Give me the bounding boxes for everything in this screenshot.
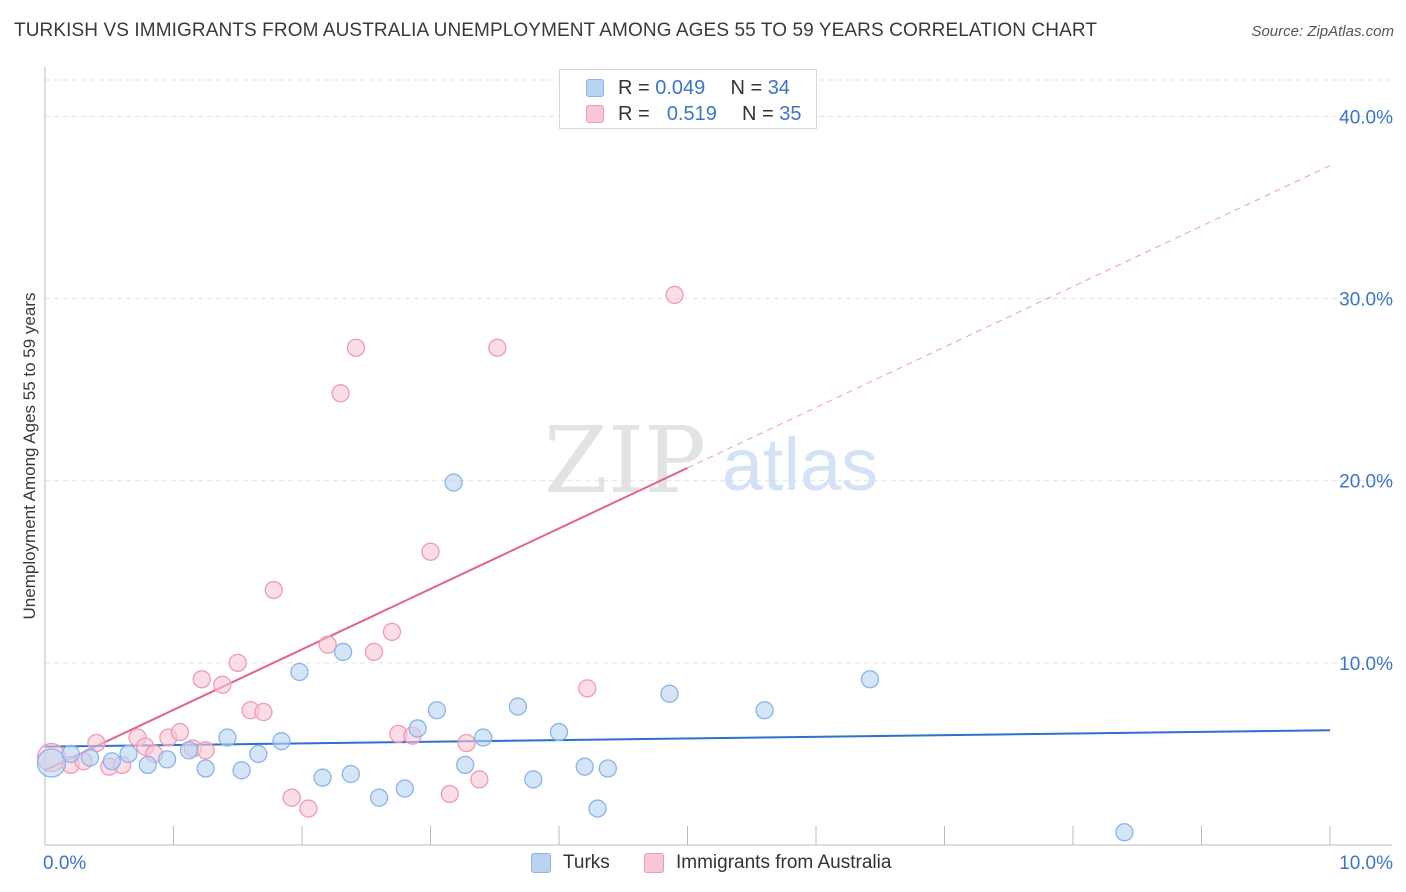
- point-turks: [575, 757, 594, 776]
- stats-legend: R = 0.049 N = 34 R = 0.519 N = 35: [559, 69, 817, 129]
- point-turks: [755, 701, 774, 720]
- point-australia: [331, 384, 350, 403]
- legend-swatch-australia: [586, 105, 604, 123]
- trend-line-australia-extension: [687, 165, 1331, 469]
- legend-r-label: R =: [618, 77, 650, 99]
- point-turks: [36, 748, 67, 778]
- point-turks: [102, 752, 121, 771]
- point-turks: [474, 728, 493, 747]
- legend-r-value: 0.519: [666, 103, 717, 125]
- legend-n-label: N =: [730, 77, 763, 99]
- x-tick-label: 10.0%: [1339, 853, 1393, 874]
- grid-lines: [45, 79, 1392, 664]
- point-turks: [860, 670, 880, 689]
- y-tick-label: 20.0%: [1339, 472, 1393, 493]
- point-turks: [598, 759, 617, 778]
- trend-line-australia: [44, 467, 688, 772]
- point-turks: [444, 473, 463, 492]
- point-turks: [290, 662, 309, 682]
- point-turks: [427, 701, 447, 720]
- point-turks: [313, 768, 332, 787]
- trend-lines: [44, 165, 1331, 772]
- point-turks: [588, 799, 607, 818]
- point-turks: [408, 719, 427, 738]
- point-australia: [665, 285, 684, 305]
- y-tick-label: 10.0%: [1339, 654, 1393, 675]
- point-australia: [264, 580, 283, 600]
- point-turks: [249, 744, 268, 764]
- point-australia: [318, 635, 337, 654]
- point-australia: [364, 642, 384, 662]
- tick-labels: 10.0% 20.0% 30.0% 40.0% 0.0% 10.0%: [43, 107, 1393, 874]
- legend-r-value: 0.049: [655, 77, 706, 99]
- data-points: [36, 285, 1134, 842]
- point-turks: [61, 744, 80, 764]
- point-turks: [196, 759, 215, 778]
- point-turks: [395, 779, 414, 798]
- point-turks: [549, 722, 569, 742]
- point-australia: [299, 799, 318, 818]
- point-turks: [456, 755, 475, 775]
- legend-swatch-turks: [586, 79, 604, 97]
- point-australia: [213, 675, 232, 694]
- bottom-legend-swatch-turks: [531, 853, 551, 873]
- legend-n-label: N =: [742, 103, 774, 125]
- point-australia: [192, 670, 211, 689]
- bottom-legend-swatch-australia: [644, 853, 664, 873]
- watermark-zip: ZIP: [544, 407, 706, 514]
- point-turks: [508, 697, 528, 716]
- chart-title: TURKISH VS IMMIGRANTS FROM AUSTRALIA UNE…: [14, 20, 1098, 41]
- point-australia: [440, 784, 459, 804]
- point-turks: [80, 748, 100, 767]
- legend-n-value: 34: [767, 77, 790, 99]
- point-turks: [119, 744, 138, 764]
- y-axis-label: Unemployment Among Ages 55 to 59 years: [20, 292, 39, 620]
- point-turks: [138, 755, 157, 775]
- point-australia: [457, 733, 476, 753]
- y-tick-label: 30.0%: [1339, 290, 1393, 311]
- watermark-atlas: atlas: [722, 423, 878, 506]
- point-turks: [179, 741, 199, 760]
- point-australia: [282, 788, 301, 807]
- point-australia: [254, 702, 273, 722]
- point-turks: [218, 728, 237, 747]
- point-turks: [660, 684, 679, 703]
- point-turks: [333, 642, 353, 662]
- point-australia: [228, 653, 247, 673]
- x-tick-label: 0.0%: [43, 853, 86, 874]
- point-turks: [524, 770, 543, 789]
- point-turks: [272, 732, 291, 751]
- point-turks: [341, 764, 360, 784]
- point-turks: [369, 788, 389, 807]
- point-australia: [488, 338, 507, 357]
- point-australia: [346, 338, 366, 357]
- watermark: ZIP atlas: [544, 407, 878, 514]
- trend-line-turks: [44, 729, 1331, 748]
- point-turks: [157, 750, 177, 769]
- axes: [44, 67, 1392, 846]
- legend-n-value: 35: [779, 103, 802, 125]
- point-australia: [196, 741, 215, 760]
- point-turks: [232, 761, 251, 780]
- legend-r-label: R =: [618, 103, 650, 125]
- point-australia: [578, 679, 597, 698]
- point-turks: [1115, 823, 1134, 842]
- point-australia: [382, 622, 402, 642]
- source-label: Source: ZipAtlas.com: [1251, 23, 1394, 40]
- bottom-legend-label-turks: Turks: [563, 852, 610, 873]
- point-australia: [170, 722, 190, 742]
- bottom-legend-label-australia: Immigrants from Australia: [676, 852, 892, 873]
- point-australia: [421, 542, 440, 561]
- point-australia: [470, 770, 489, 789]
- y-tick-label: 40.0%: [1339, 107, 1393, 128]
